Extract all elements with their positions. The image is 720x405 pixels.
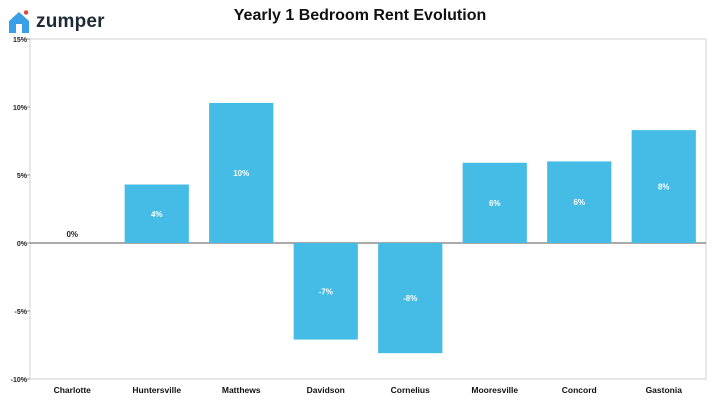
x-tick-label: Huntersville <box>132 385 181 395</box>
y-tick-label: 15% <box>13 37 28 44</box>
bar-mooresville[interactable] <box>462 162 527 243</box>
logo-text: zumper <box>36 11 105 32</box>
bar-gastonia[interactable] <box>631 130 696 243</box>
y-tick-label: 10% <box>13 105 28 112</box>
bar-cornelius[interactable] <box>378 243 443 354</box>
house-icon <box>9 10 29 33</box>
bars-layer <box>124 102 696 354</box>
zumper-logo[interactable]: zumper <box>6 8 105 36</box>
x-tick-label: Charlotte <box>54 385 92 395</box>
y-tick-label: -5% <box>15 309 28 316</box>
bar-huntersville[interactable] <box>124 184 189 243</box>
x-tick-label: Cornelius <box>391 385 430 395</box>
x-tick-label: Mooresville <box>471 385 518 395</box>
data-label: 0% <box>66 230 78 239</box>
data-label: -7% <box>319 287 333 296</box>
chart-title: Yearly 1 Bedroom Rent Evolution <box>233 7 487 24</box>
bar-davidson[interactable] <box>293 243 358 340</box>
y-tick-label: 0% <box>17 241 28 248</box>
data-label: 8% <box>658 183 670 192</box>
data-label: -8% <box>403 294 417 303</box>
x-tick-label: Gastonia <box>646 385 683 395</box>
x-tick-label: Concord <box>562 385 597 395</box>
plot-frame <box>29 38 707 380</box>
bar-concord[interactable] <box>547 161 612 243</box>
x-tick-label: Matthews <box>222 385 261 395</box>
y-tick-label: 5% <box>17 173 28 180</box>
data-label: 10% <box>233 169 249 178</box>
x-tick-label: Davidson <box>307 385 345 395</box>
labels-layer: -10% -5% 0% 5% 10% 15% 0% Charlotte 4% Huntersvil… <box>11 37 683 395</box>
y-tick-label: -10% <box>11 377 28 384</box>
data-label: 4% <box>151 210 163 219</box>
data-label: 6% <box>573 198 585 207</box>
bar-matthews[interactable] <box>209 102 274 243</box>
data-label: 6% <box>489 199 501 208</box>
